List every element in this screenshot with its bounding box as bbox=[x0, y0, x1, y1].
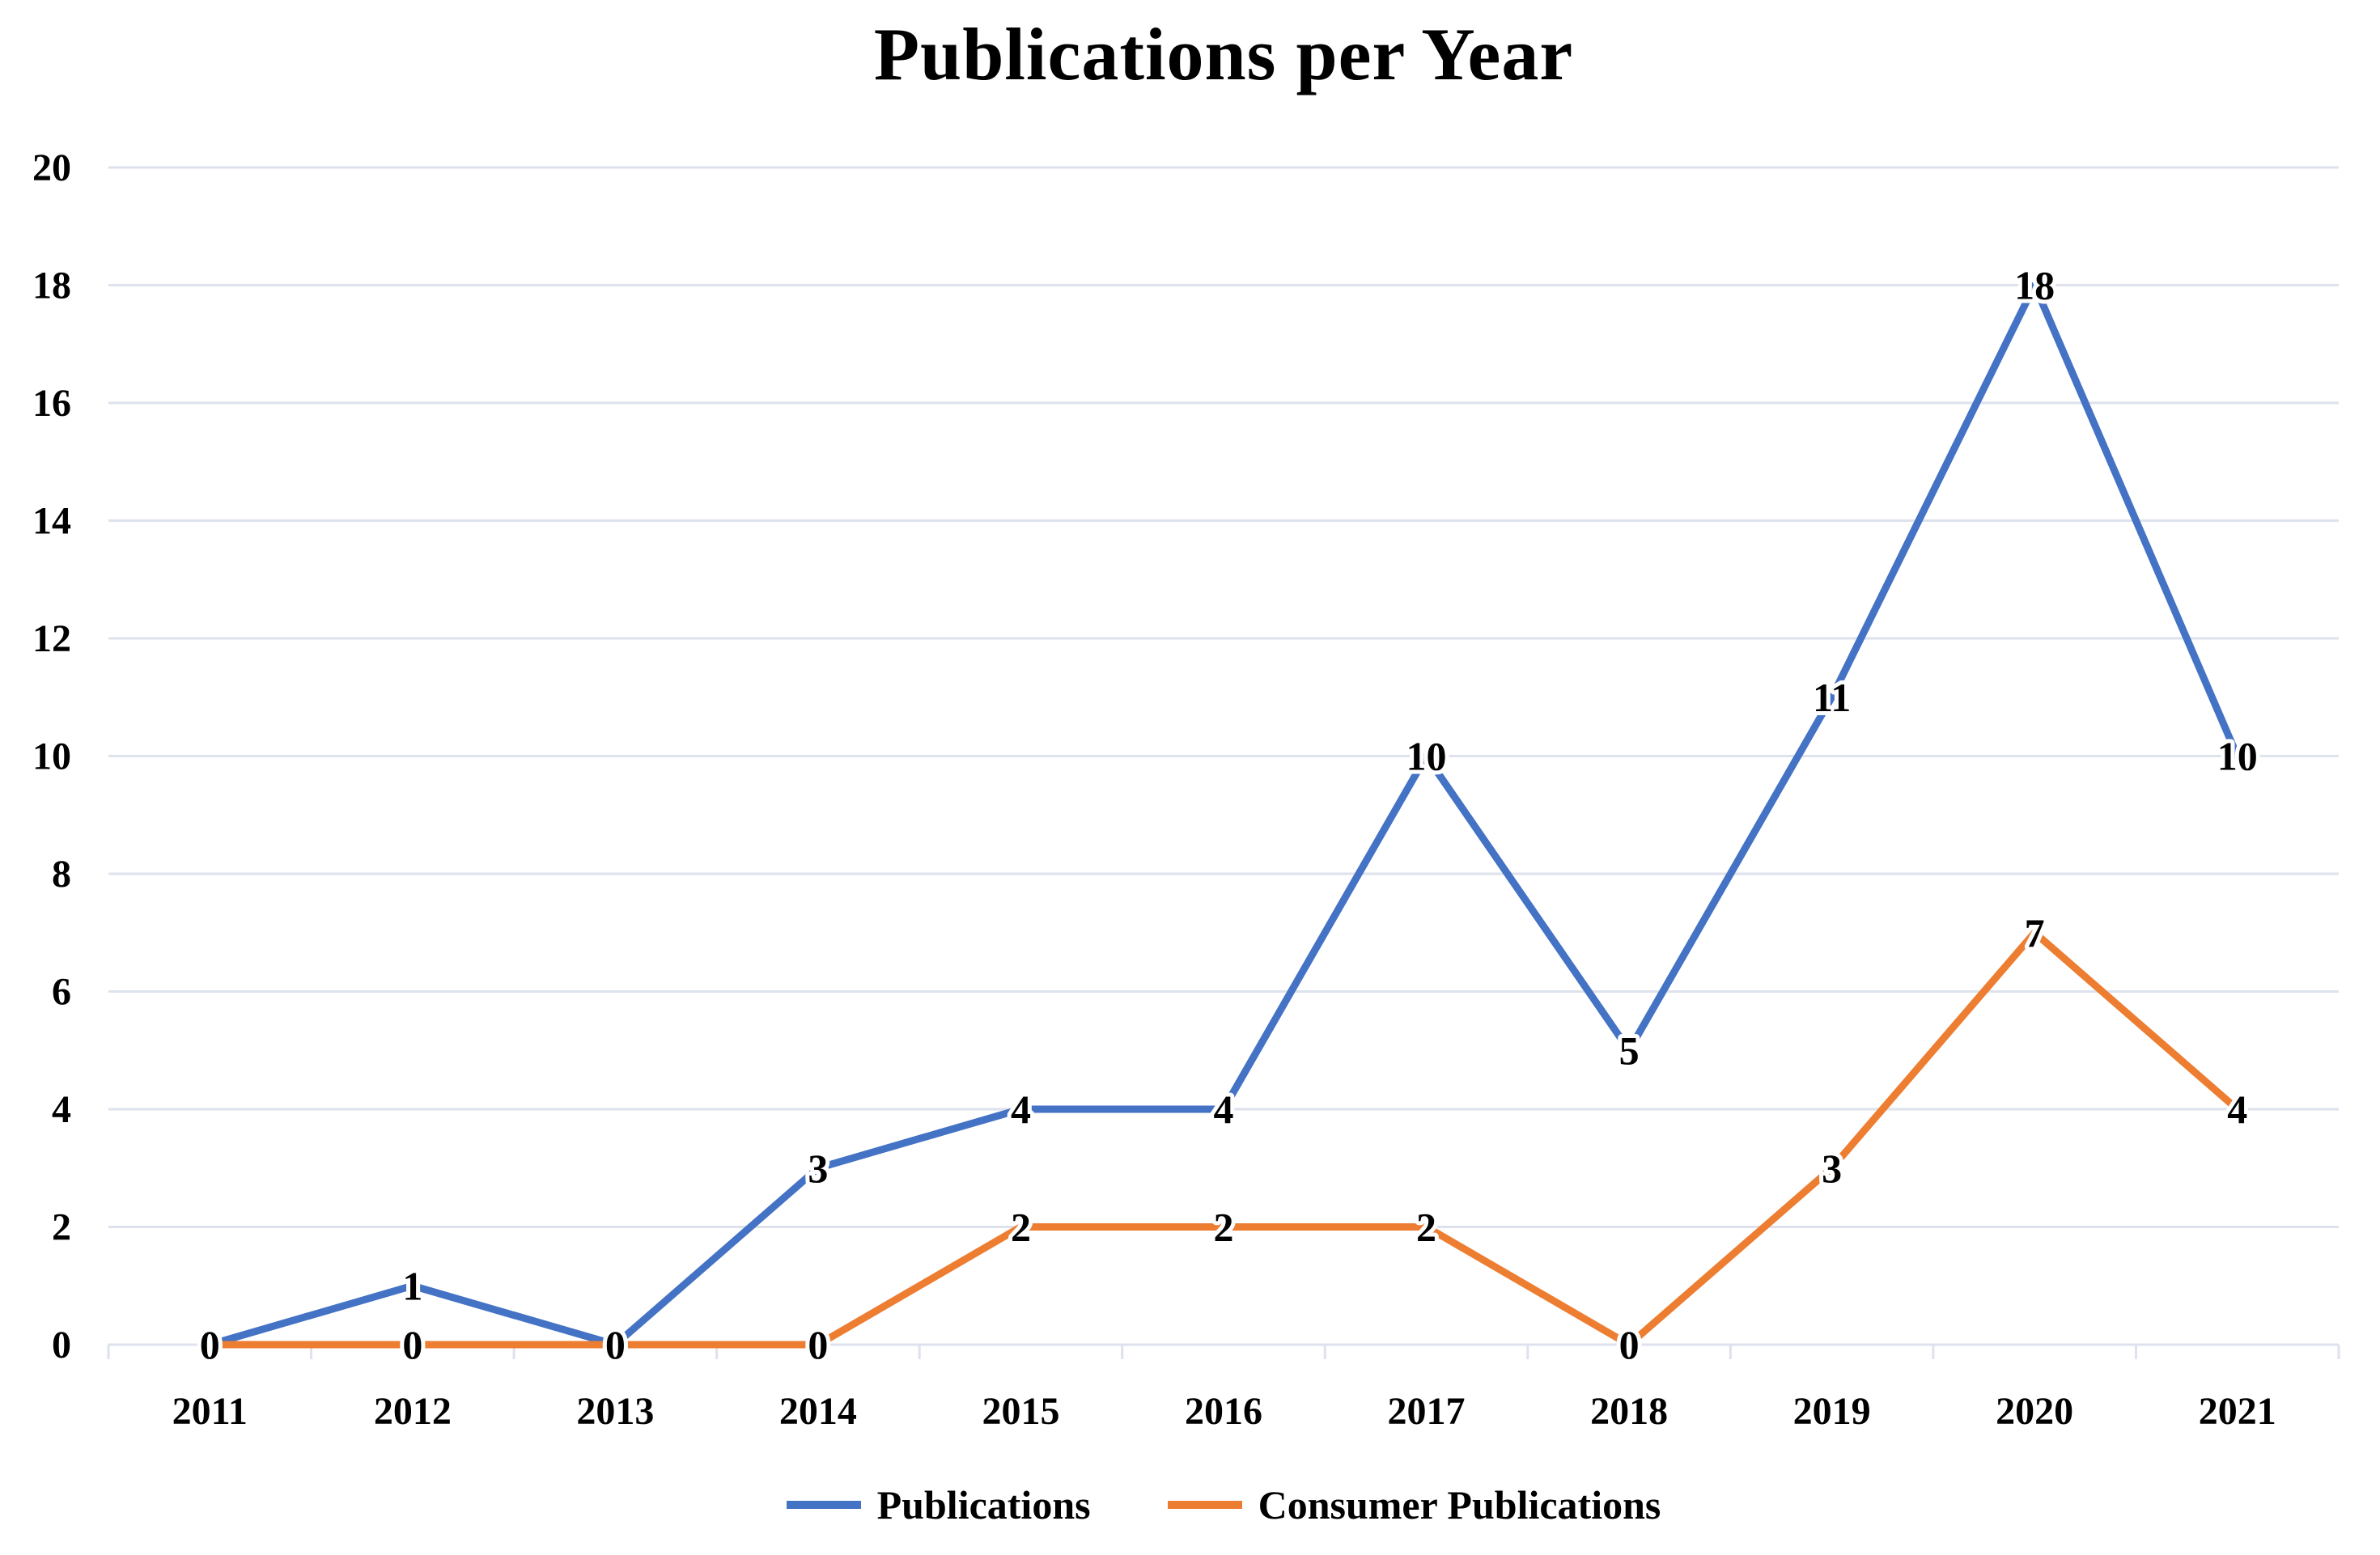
x-tick-label: 2014 bbox=[779, 1390, 857, 1433]
x-tick-label: 2013 bbox=[576, 1390, 654, 1433]
x-tick-label: 2012 bbox=[374, 1390, 452, 1433]
y-tick-label: 16 bbox=[32, 382, 71, 425]
y-tick-label: 14 bbox=[32, 500, 71, 543]
data-label: 10 bbox=[1406, 734, 1447, 779]
data-label: 0 bbox=[200, 1322, 220, 1367]
data-label: 4 bbox=[1214, 1087, 1234, 1132]
data-label: 0 bbox=[605, 1322, 626, 1367]
y-tick-label: 20 bbox=[32, 146, 71, 189]
y-tick-label: 10 bbox=[32, 735, 71, 778]
legend-item-publications: Publications bbox=[786, 1481, 1091, 1528]
data-label: 18 bbox=[2014, 263, 2055, 308]
y-tick-label: 8 bbox=[52, 853, 71, 896]
series-line-publications bbox=[206, 282, 2242, 1349]
data-label: 1 bbox=[402, 1263, 422, 1308]
y-tick-label: 0 bbox=[52, 1324, 71, 1366]
x-tick-label: 2016 bbox=[1185, 1390, 1262, 1433]
data-label: 4 bbox=[1011, 1087, 1031, 1132]
data-label: 0 bbox=[605, 1322, 626, 1367]
legend-swatch-consumer-publications bbox=[1167, 1501, 1242, 1509]
y-tick-label: 12 bbox=[32, 617, 71, 660]
data-label: 0 bbox=[200, 1322, 220, 1367]
data-label: 2 bbox=[1416, 1205, 1436, 1250]
legend-item-consumer-publications: Consumer Publications bbox=[1167, 1481, 1661, 1528]
data-label: 11 bbox=[1813, 675, 1851, 720]
data-label: 10 bbox=[2217, 734, 2258, 779]
legend: Publications Consumer Publications bbox=[108, 1472, 2339, 1537]
data-label: 3 bbox=[808, 1146, 828, 1191]
data-label: 2 bbox=[1011, 1205, 1031, 1250]
legend-label-consumer-publications: Consumer Publications bbox=[1258, 1482, 1661, 1527]
data-label: 3 bbox=[1822, 1146, 1842, 1191]
x-tick-label: 2018 bbox=[1590, 1390, 1668, 1433]
x-tick-label: 2017 bbox=[1388, 1390, 1466, 1433]
x-tick-label: 2021 bbox=[2199, 1390, 2276, 1433]
y-tick-label: 18 bbox=[32, 265, 71, 307]
data-label: 7 bbox=[2025, 910, 2045, 955]
data-label: 2 bbox=[1214, 1205, 1234, 1250]
data-label: 5 bbox=[1619, 1027, 1640, 1073]
data-label: 0 bbox=[1619, 1322, 1640, 1367]
chart-title: Publications per Year bbox=[873, 13, 1574, 95]
series-line-consumer-publications bbox=[206, 929, 2242, 1349]
y-tick-label: 6 bbox=[52, 971, 71, 1014]
x-tick-label: 2020 bbox=[1996, 1390, 2073, 1433]
y-tick-label: 4 bbox=[52, 1088, 71, 1131]
legend-swatch-publications bbox=[786, 1501, 861, 1509]
data-label: 0 bbox=[808, 1322, 828, 1367]
legend-label-publications: Publications bbox=[876, 1482, 1091, 1527]
x-tick-label: 2011 bbox=[172, 1390, 248, 1433]
x-tick-label: 2015 bbox=[982, 1390, 1059, 1433]
data-label: 4 bbox=[2227, 1087, 2247, 1132]
y-tick-label: 2 bbox=[52, 1206, 71, 1249]
data-label: 0 bbox=[402, 1322, 422, 1367]
x-tick-label: 2019 bbox=[1793, 1390, 1871, 1433]
